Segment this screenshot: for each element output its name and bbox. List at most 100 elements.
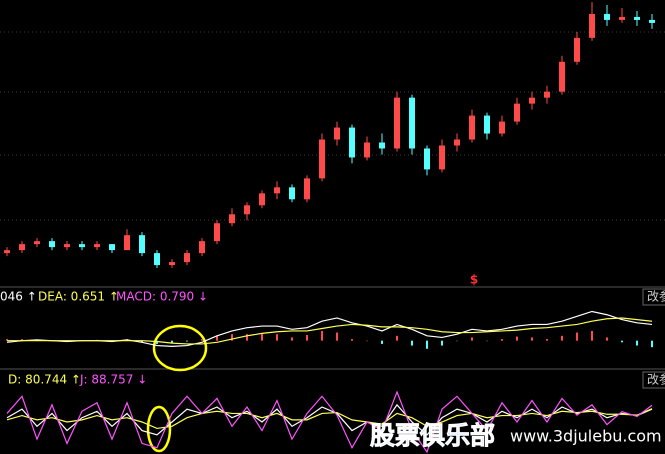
watermark-brand: 股票俱乐部 — [370, 421, 495, 450]
macd-bar — [156, 340, 158, 344]
candle-body — [649, 19, 655, 23]
candle-body — [619, 16, 625, 20]
watermark-url: www.3djulebu.com — [510, 427, 662, 446]
candle-body — [244, 205, 250, 215]
candle-body — [439, 145, 445, 170]
indicator-label: MACD: 0.790 ↓ — [116, 290, 208, 304]
candle-body — [64, 244, 70, 248]
indicator-label: J: 88.757 ↓ — [79, 373, 147, 387]
macd-bar — [306, 335, 308, 341]
settings-button[interactable] — [642, 288, 665, 306]
macd-bar — [651, 340, 653, 348]
macd-bar — [591, 330, 593, 341]
candle-body — [499, 121, 505, 134]
macd-bar — [141, 340, 143, 343]
macd-bar — [276, 334, 278, 341]
candle-body — [409, 97, 415, 149]
candle-body — [319, 139, 325, 179]
macd-bar — [336, 332, 338, 341]
candle-body — [349, 127, 355, 158]
macd-bar — [291, 337, 293, 341]
macd-bar — [621, 340, 623, 343]
macd-bar — [216, 335, 218, 341]
settings-button[interactable] — [642, 371, 665, 389]
candle-body — [454, 139, 460, 146]
macd-bar — [516, 336, 518, 341]
candle-body — [184, 253, 190, 263]
indicator-label: D: 80.744 ↑ — [8, 373, 81, 387]
macd-bar — [171, 340, 173, 344]
candle-body — [259, 193, 265, 206]
indicator-label: DEA: 0.651 ↑ — [38, 290, 119, 304]
candle-body — [199, 241, 205, 254]
macd-bar — [546, 339, 548, 341]
macd-bar — [576, 332, 578, 341]
candle-body — [79, 244, 85, 248]
highlight-ellipse — [152, 324, 208, 372]
candle-body — [274, 187, 280, 194]
macd-bar — [441, 340, 443, 346]
settings-button-label[interactable]: 改参 — [647, 289, 665, 304]
candle-body — [229, 214, 235, 224]
signal-marker: $ — [470, 273, 478, 287]
candle-body — [484, 115, 490, 134]
macd-bar — [381, 340, 383, 344]
candle-body — [334, 127, 340, 140]
candle-body — [589, 13, 595, 38]
indicator-line — [7, 317, 653, 345]
candle-body — [514, 103, 520, 122]
candle-body — [304, 178, 310, 200]
highlight-ellipse — [146, 405, 172, 453]
candle-body — [214, 223, 220, 242]
plot — [4, 2, 655, 454]
candle-body — [559, 61, 565, 92]
macd-bar — [471, 337, 473, 341]
macd-bar — [6, 339, 8, 341]
indicator-line — [6, 390, 653, 454]
macd-bar — [366, 340, 368, 342]
candle-body — [529, 97, 535, 104]
macd-bar — [426, 340, 428, 349]
candle-body — [634, 16, 640, 20]
macd-bar — [201, 339, 203, 341]
candle-body — [424, 148, 430, 170]
macd-bar — [501, 339, 503, 341]
candle-body — [49, 241, 55, 248]
indicator-line — [6, 408, 653, 430]
candle-body — [34, 241, 40, 245]
indicator-line — [6, 403, 653, 436]
macd-bar — [231, 334, 233, 341]
macd-bar — [411, 340, 413, 346]
macd-bar — [606, 337, 608, 341]
macd-bar — [531, 337, 533, 341]
candle-body — [574, 37, 580, 62]
candle-body — [124, 235, 130, 251]
indicator-label: 046 ↑ — [0, 290, 37, 304]
candle-body — [469, 115, 475, 140]
candle-body — [394, 97, 400, 149]
macd-bar — [351, 339, 353, 341]
candle-body — [604, 13, 610, 20]
candle-body — [4, 250, 10, 254]
macd-bar — [321, 330, 323, 341]
candle-body — [109, 244, 115, 251]
candle-body — [379, 142, 385, 149]
macd-bar — [456, 340, 458, 342]
candle-body — [544, 91, 550, 98]
candle-body — [94, 244, 100, 248]
macd-bar — [21, 339, 23, 341]
candle-body — [154, 253, 160, 266]
candle-body — [169, 262, 175, 266]
macd-bar — [636, 340, 638, 346]
candle-body — [364, 142, 370, 158]
candle-body — [19, 244, 25, 251]
grid — [0, 31, 665, 221]
macd-bar — [396, 335, 398, 341]
macd-bar — [246, 334, 248, 341]
macd-bar — [561, 335, 563, 341]
settings-button-label[interactable]: 改参 — [647, 372, 665, 387]
macd-bar — [186, 340, 188, 342]
candle-body — [139, 235, 145, 254]
macd-bar — [261, 333, 263, 341]
